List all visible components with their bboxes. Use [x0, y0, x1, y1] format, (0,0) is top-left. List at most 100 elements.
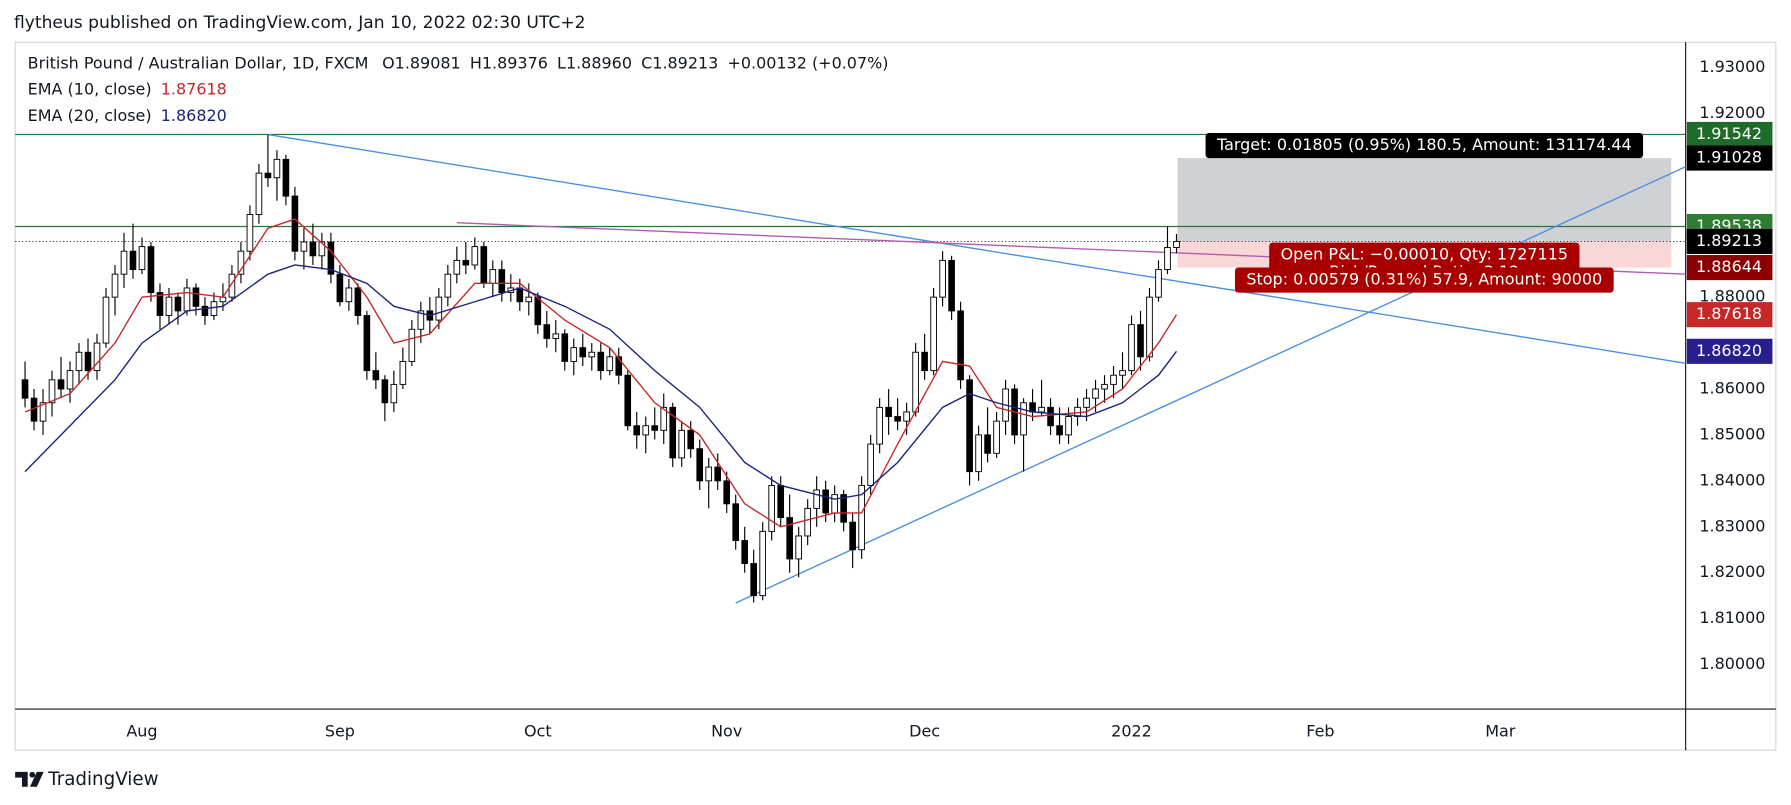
logo — [15, 771, 44, 787]
candle-body — [183, 287, 191, 312]
ohlc-value: 1.88960 — [566, 53, 632, 72]
y-tick-label: 1.92000 — [1699, 103, 1765, 122]
candle-body — [66, 370, 74, 390]
ema-legend-name: EMA (20, close) — [28, 106, 152, 125]
candle-body — [471, 246, 479, 266]
candle-body — [903, 411, 910, 422]
legend-symbol: British Pound / Australian Dollar, 1D, F… — [28, 53, 369, 72]
candle-body — [237, 250, 245, 275]
candle-body — [588, 351, 596, 358]
logo-mark — [15, 771, 28, 787]
candle-body — [660, 406, 668, 431]
ema-line — [24, 218, 1178, 528]
price-label-box — [1686, 254, 1773, 281]
candle-body — [975, 434, 982, 473]
candle-body — [795, 535, 802, 560]
ohlc-change: +0.00132 (+0.07%) — [727, 53, 888, 72]
price-label: 1.91028 — [1696, 148, 1762, 167]
candle-body — [984, 434, 991, 454]
overlays: Target: 0.01805 (0.95%) 180.5, Amount: 1… — [1205, 121, 1773, 364]
candle-body — [93, 342, 101, 372]
candle-body — [309, 241, 317, 257]
candle-body — [957, 310, 964, 381]
candle-body — [525, 296, 533, 303]
y-tick-label: 1.84000 — [1699, 470, 1765, 489]
price-label-box — [1686, 228, 1773, 254]
candle-body — [489, 269, 497, 284]
stop-label-box — [1234, 267, 1614, 293]
candle-body — [642, 425, 650, 436]
price-label-box — [1686, 302, 1773, 328]
candle-body — [1164, 247, 1171, 271]
candle-body — [822, 489, 829, 514]
brand: TradingView — [47, 769, 158, 790]
candle-body — [543, 324, 551, 339]
candle-body — [282, 158, 290, 197]
plot — [15, 133, 1686, 604]
y-tick-label: 1.81000 — [1699, 608, 1765, 627]
byline: flytheus published on TradingView.com, J… — [14, 13, 586, 33]
candle-body — [102, 296, 110, 344]
candle-body — [1083, 397, 1090, 408]
candle-body — [885, 406, 892, 417]
candle-body — [129, 250, 137, 271]
candle-body — [39, 402, 47, 422]
candle-body — [912, 351, 919, 413]
y-tick-label: 1.82000 — [1699, 562, 1765, 581]
candle-body — [993, 420, 1000, 454]
candle-body — [813, 489, 820, 509]
candle-body — [1020, 402, 1027, 436]
candle-body — [1092, 388, 1099, 399]
candle-body — [606, 356, 614, 372]
candle-body — [345, 287, 353, 303]
x-tick-label: Nov — [711, 721, 742, 740]
candle-body — [1065, 416, 1072, 436]
candle-body — [300, 241, 308, 252]
candle-body — [597, 351, 605, 372]
candle-body — [1128, 324, 1135, 372]
x-tick-label: Mar — [1485, 721, 1516, 740]
candle-body — [255, 172, 263, 215]
candle-body — [111, 273, 119, 298]
candle-body — [534, 296, 542, 326]
candle-body — [840, 494, 847, 523]
candle-body — [768, 484, 775, 532]
candle-body — [120, 250, 128, 275]
candle-body — [210, 301, 218, 316]
candle-body — [147, 246, 155, 293]
candle-body — [381, 379, 389, 404]
target-label: Target: 0.01805 (0.95%) 180.5, Amount: 1… — [1205, 132, 1644, 159]
target-zone — [1177, 158, 1672, 241]
candle-body — [777, 484, 784, 519]
candle-body — [849, 521, 856, 551]
candle-body — [930, 296, 937, 372]
candle-body — [156, 292, 164, 316]
price-label: 1.87618 — [1696, 304, 1762, 323]
candle-body — [1029, 402, 1036, 413]
candle-body — [408, 328, 416, 362]
chart-frame — [14, 41, 1777, 751]
candle-body — [1173, 240, 1180, 248]
candle-body — [858, 484, 865, 551]
candle-body — [687, 429, 695, 450]
candle-body — [1137, 324, 1144, 358]
candle-body — [1155, 269, 1162, 298]
candle-body — [444, 273, 452, 298]
candle-body — [417, 310, 425, 330]
candle-body — [138, 246, 146, 271]
ema-line — [24, 264, 1178, 500]
candle-body — [273, 158, 281, 179]
ohlc-key: H — [470, 53, 482, 72]
candle-body — [1101, 383, 1108, 390]
trendline — [735, 166, 1686, 604]
candle-body — [696, 448, 704, 482]
candle-body — [948, 259, 955, 312]
candle-body — [786, 517, 793, 560]
candle-body — [516, 287, 524, 303]
candle-body — [435, 296, 443, 321]
candle-body — [615, 356, 623, 376]
y-tick-label: 1.85000 — [1699, 424, 1765, 443]
candle-body — [966, 379, 973, 473]
candle-body — [453, 259, 461, 275]
